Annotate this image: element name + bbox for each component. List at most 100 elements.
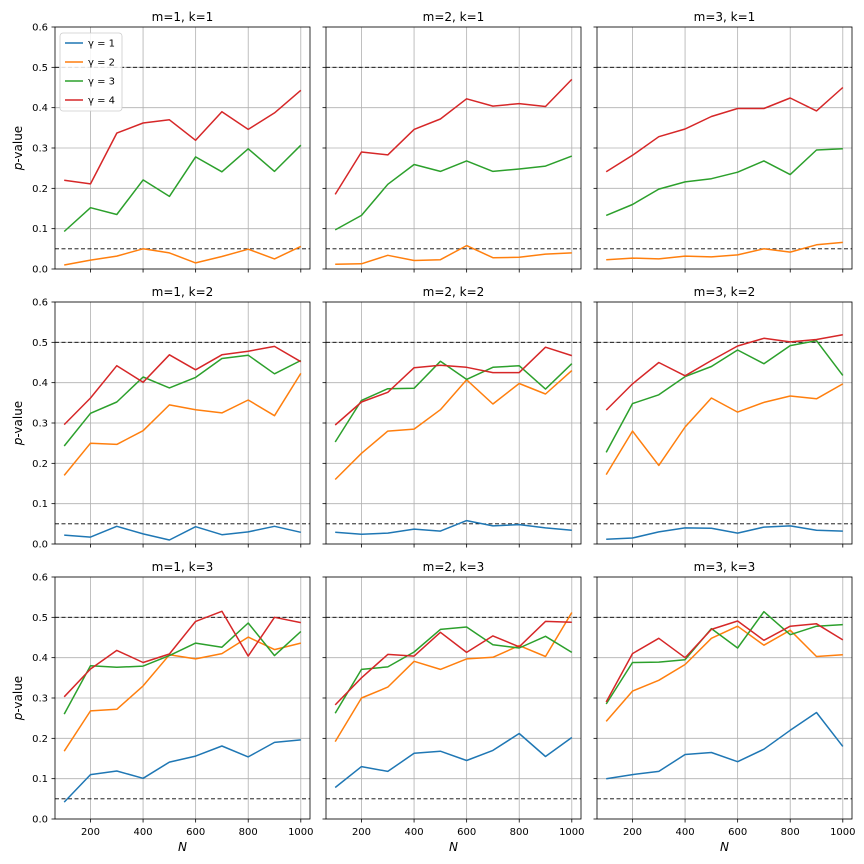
series-line — [63, 354, 302, 447]
x-tick-label: 600 — [457, 827, 476, 838]
series-line — [335, 519, 572, 536]
series-line — [64, 89, 302, 185]
y-tick-label: 0.4 — [32, 103, 48, 114]
subplot-panel: 0.0 0.1 0.2 0.3 0.4 0.5 0.6 m=1, k=1 p-value γ = … — [11, 10, 311, 276]
subplot-panel: 0.0 0.1 0.2 0.3 0.4 0.5 0.6 200 400 600 800 1000 m=1… — [11, 560, 314, 854]
y-tick-label: 0.6 — [32, 23, 48, 34]
series-line — [63, 144, 302, 233]
subplot-panel: m=3, k=1 — [593, 10, 853, 273]
subplot-panel: m=2, k=1 — [322, 10, 582, 273]
x-tick-label: 400 — [405, 827, 424, 838]
x-tick-label: 400 — [676, 827, 695, 838]
y-tick-label: 0.2 — [32, 734, 48, 745]
series-line — [605, 148, 843, 217]
series-line — [605, 86, 844, 173]
y-tick-label: 0.5 — [32, 338, 48, 349]
series-line — [334, 346, 573, 426]
y-tick-label: 0.0 — [32, 815, 48, 826]
series-line — [605, 383, 844, 475]
legend-label: γ = 2 — [88, 58, 115, 69]
y-tick-label: 0.4 — [32, 378, 48, 389]
y-axis-label-symbol: p — [11, 712, 25, 721]
panel-title: m=1, k=2 — [152, 285, 214, 299]
y-tick-label: 0.3 — [32, 144, 48, 155]
panel-title: m=2, k=2 — [423, 285, 485, 299]
x-tick-label: 1000 — [288, 827, 313, 838]
y-tick-label: 0.0 — [32, 265, 48, 276]
x-tick-label: 200 — [623, 827, 642, 838]
x-tick-label: 1000 — [830, 827, 855, 838]
y-axis-label-symbol: p — [11, 162, 25, 171]
series-line — [334, 370, 573, 481]
panel-title: m=2, k=1 — [423, 10, 485, 24]
series-line — [605, 610, 843, 705]
x-tick-label: 1000 — [559, 827, 584, 838]
series-line — [606, 241, 843, 261]
legend-label: γ = 1 — [88, 39, 115, 50]
x-tick-label: 800 — [781, 827, 800, 838]
y-tick-label: 0.1 — [32, 499, 48, 510]
series-line — [63, 636, 301, 752]
y-axis-label-text: -value — [11, 126, 25, 163]
y-axis-label-symbol: p — [11, 437, 25, 446]
series-line — [335, 244, 572, 265]
series-line — [605, 339, 844, 453]
x-tick-label: 800 — [510, 827, 529, 838]
series-line — [334, 620, 572, 706]
series-line — [605, 333, 843, 411]
y-tick-label: 0.4 — [32, 653, 48, 664]
x-tick-label: 800 — [239, 827, 258, 838]
y-tick-label: 0.0 — [32, 540, 48, 551]
panel-title: m=2, k=3 — [423, 560, 485, 574]
series-line — [606, 711, 844, 780]
x-tick-label: 600 — [186, 827, 205, 838]
series-line — [63, 373, 302, 476]
series-line — [334, 78, 573, 195]
series-line — [334, 360, 573, 443]
series-line — [334, 612, 573, 742]
y-tick-label: 0.3 — [32, 419, 48, 430]
x-tick-label: 400 — [134, 827, 153, 838]
series-line — [64, 525, 301, 541]
x-axis-label: N — [178, 840, 187, 854]
y-axis-label: p-value — [11, 401, 25, 446]
panel-title: m=3, k=3 — [694, 560, 756, 574]
subplot-panel: 200 400 600 800 1000 m=3, k=3 N — [593, 560, 856, 854]
series-line — [605, 620, 844, 703]
legend: γ = 1 γ = 2 γ = 3 γ = 4 — [59, 32, 123, 112]
y-tick-label: 0.6 — [32, 298, 48, 309]
y-axis-label-text: -value — [11, 401, 25, 438]
y-axis-label: p-value — [11, 126, 25, 171]
legend-label: γ = 3 — [88, 77, 115, 88]
series-line — [334, 155, 573, 231]
series-line — [606, 525, 843, 540]
series-line — [63, 345, 302, 426]
series-line — [64, 245, 302, 266]
y-tick-label: 0.3 — [32, 694, 48, 705]
y-axis-label-text: -value — [11, 676, 25, 713]
subplot-panel: 200 400 600 800 1000 m=2, k=3 N — [322, 560, 585, 854]
x-axis-label: N — [449, 840, 458, 854]
y-tick-label: 0.2 — [32, 184, 48, 195]
subplot-panel: 0.0 0.1 0.2 0.3 0.4 0.5 0.6 m=1, k=2 p-value — [11, 285, 311, 551]
series-line — [605, 625, 843, 722]
subplot-panel: m=3, k=2 — [593, 285, 853, 548]
series-line — [334, 626, 573, 714]
y-tick-label: 0.5 — [32, 613, 48, 624]
y-tick-label: 0.6 — [32, 573, 48, 584]
y-tick-label: 0.1 — [32, 224, 48, 235]
panel-title: m=1, k=1 — [152, 10, 214, 24]
x-tick-label: 200 — [352, 827, 371, 838]
y-axis-label: p-value — [11, 676, 25, 721]
x-tick-label: 600 — [728, 827, 747, 838]
panel-title: m=1, k=3 — [152, 560, 214, 574]
legend-box — [59, 32, 123, 112]
series-line — [63, 610, 301, 698]
series-line — [63, 739, 301, 803]
y-tick-label: 0.2 — [32, 459, 48, 470]
series-line — [63, 622, 302, 715]
panel-title: m=3, k=1 — [694, 10, 756, 24]
x-axis-label: N — [720, 840, 729, 854]
series-line — [334, 732, 573, 789]
